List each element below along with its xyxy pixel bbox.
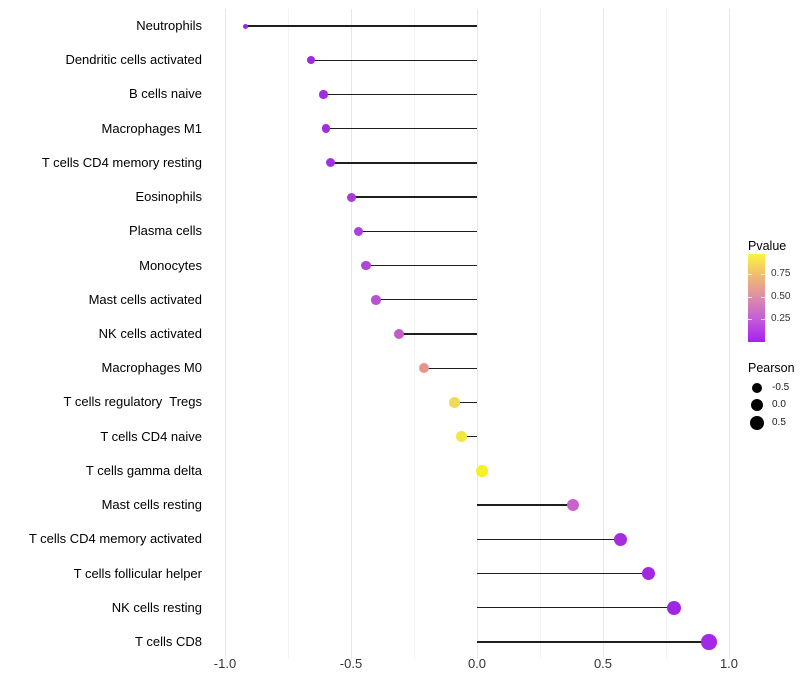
gridline-minor xyxy=(539,9,541,659)
category-label: T cells follicular helper xyxy=(73,565,202,581)
x-tick-label: 0.5 xyxy=(593,656,613,671)
pearson-legend-label: 0.5 xyxy=(772,416,786,428)
pvalue-colorbar-tick xyxy=(748,296,752,298)
category-label: Mast cells resting xyxy=(101,497,202,513)
category-label: T cells CD4 memory activated xyxy=(28,531,202,547)
pvalue-colorbar-tick-label: 0.75 xyxy=(771,267,791,279)
lollipop-dot xyxy=(326,158,336,168)
pearson-legend-dot xyxy=(750,415,764,430)
lollipop-dot xyxy=(418,362,430,374)
gridline-minor xyxy=(665,9,667,659)
category-label: Neutrophils xyxy=(136,18,202,33)
pearson-legend-dot xyxy=(752,383,762,393)
lollipop-dot xyxy=(242,23,248,29)
pearson-legend-dot xyxy=(751,399,763,412)
pvalue-colorbar-tick xyxy=(748,319,752,321)
lollipop-dot xyxy=(361,260,371,271)
lollipop-stem xyxy=(245,25,477,27)
lollipop-stem xyxy=(358,230,477,232)
x-tick-label: -0.5 xyxy=(339,656,363,671)
lollipop-dot xyxy=(456,431,468,443)
x-tick-label: -1.0 xyxy=(213,656,237,671)
lollipop-dot xyxy=(306,56,315,65)
category-label: Mast cells activated xyxy=(88,291,202,307)
pvalue-colorbar-tick-label: 0.50 xyxy=(771,290,791,302)
lollipop-dot xyxy=(476,465,488,477)
category-label: Macrophages M0 xyxy=(101,360,202,376)
pvalue-colorbar-tick xyxy=(748,273,752,275)
pearson-legend-label: -0.5 xyxy=(772,382,790,393)
gridline-major xyxy=(728,9,730,659)
category-label: T cells gamma delta xyxy=(85,462,202,478)
category-label: NK cells resting xyxy=(111,599,202,615)
gridline-minor xyxy=(287,9,289,659)
category-label: NK cells activated xyxy=(98,325,202,341)
pvalue-colorbar-tick-label: 0.25 xyxy=(771,313,791,325)
pvalue-colorbar-tick xyxy=(761,273,765,275)
lollipop-dot xyxy=(346,192,356,202)
lollipop-dot xyxy=(393,328,404,339)
pearson-legend-label: 0.0 xyxy=(772,399,786,411)
category-label: Monocytes xyxy=(139,257,202,273)
lollipop-stem xyxy=(376,299,477,301)
lollipop-stem xyxy=(398,333,477,335)
lollipop-dot xyxy=(448,396,460,408)
lollipop-dot xyxy=(614,532,628,546)
lollipop-stem xyxy=(424,367,477,369)
lollipop-stem xyxy=(454,401,477,404)
x-tick-label: 1.0 xyxy=(719,656,739,671)
category-label: Eosinophils xyxy=(135,189,203,205)
pvalue-legend-title: Pvalue xyxy=(748,239,787,253)
gridline-major xyxy=(224,9,226,659)
lollipop-stem xyxy=(477,538,621,540)
category-label: T cells CD4 memory resting xyxy=(41,154,202,170)
lollipop-dot xyxy=(354,226,364,236)
lollipop-dot xyxy=(319,90,328,99)
lollipop-dot xyxy=(371,295,381,305)
pvalue-colorbar-tick xyxy=(761,296,765,298)
lollipop-stem xyxy=(310,59,477,61)
lollipop-stem xyxy=(477,607,674,609)
lollipop-stem xyxy=(325,128,477,130)
lollipop-stem xyxy=(477,572,649,575)
lollipop-dot xyxy=(566,498,579,512)
category-label: T cells CD8 xyxy=(135,633,202,649)
gridline-major xyxy=(350,9,352,659)
category-label: T cells regulatory Tregs xyxy=(63,394,202,410)
pvalue-colorbar-tick xyxy=(761,319,765,321)
pvalue-colorbar xyxy=(748,254,765,342)
lollipop-dot xyxy=(641,566,656,581)
lollipop-dot xyxy=(666,600,681,615)
gridline-major xyxy=(602,9,604,659)
lollipop-stem xyxy=(323,93,477,96)
lollipop-stem xyxy=(351,196,477,198)
category-label: Dendritic cells activated xyxy=(65,52,202,68)
pearson-legend-title: Pearson xyxy=(748,361,795,375)
lollipop-stem xyxy=(461,435,477,438)
lollipop-stem xyxy=(477,641,709,643)
category-label: B cells naive xyxy=(129,86,202,102)
category-label: Plasma cells xyxy=(129,223,202,239)
gridline-major xyxy=(476,9,478,659)
lollipop-stem xyxy=(330,162,477,164)
lollipop-stem xyxy=(477,504,573,506)
lollipop-dot xyxy=(321,124,331,133)
lollipop-stem xyxy=(366,264,477,267)
category-label: Macrophages M1 xyxy=(101,120,202,136)
x-tick-label: 0.0 xyxy=(467,656,487,671)
lollipop-dot xyxy=(701,634,717,650)
category-label: T cells CD4 naive xyxy=(100,428,202,444)
